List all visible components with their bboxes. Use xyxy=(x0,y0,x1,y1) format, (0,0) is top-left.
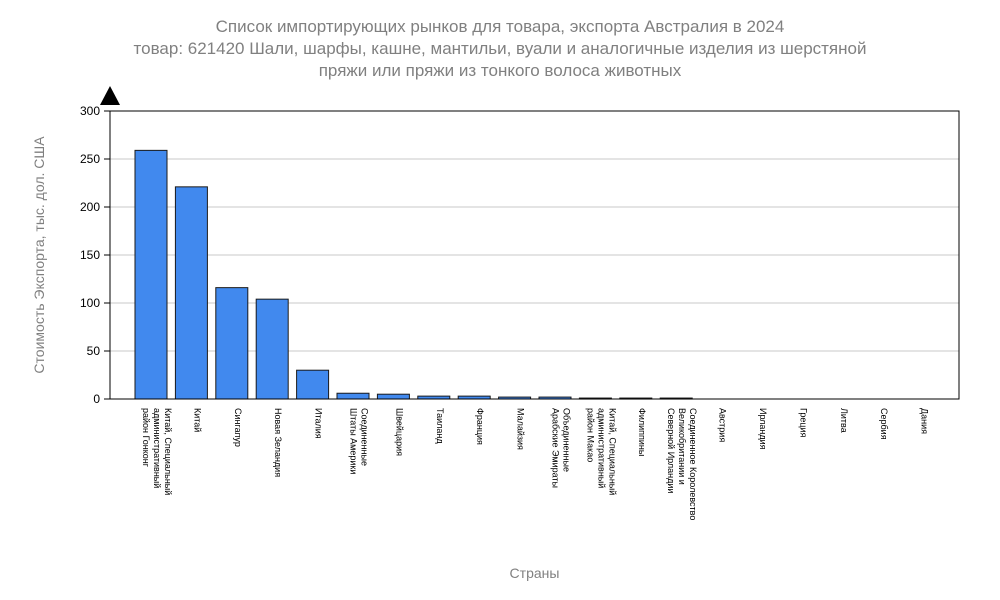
x-category-label: Франция xyxy=(475,408,485,445)
y-tick-label: 200 xyxy=(80,200,100,214)
y-tick-label: 50 xyxy=(87,344,101,358)
y-tick-labels: 0 50 100 150 200 250 300 xyxy=(80,104,110,406)
chart-title: Список импортирующих рынков для товара, … xyxy=(0,16,1000,82)
x-category-label: Сербия xyxy=(879,408,889,440)
chart-title-line-1: Список импортирующих рынков для товара, … xyxy=(215,17,785,36)
x-category-label-line: Сингапур xyxy=(233,408,243,447)
x-category-label-line: Новая Зеландия xyxy=(273,408,283,477)
y-tick-label: 300 xyxy=(80,104,100,118)
x-category-label: Австрия xyxy=(718,408,728,442)
x-category-label-line: Штаты Америки xyxy=(349,408,359,474)
y-axis-arrow-icon xyxy=(100,86,120,105)
x-category-label: Китай, Специальныйадминистративныйрайон … xyxy=(585,408,617,495)
x-category-label: Таиланд xyxy=(435,408,445,444)
y-tick-label: 0 xyxy=(93,392,100,406)
x-category-label: Сингапур xyxy=(233,408,243,447)
y-tick-label: 250 xyxy=(80,152,100,166)
x-category-label-line: Дания xyxy=(920,408,930,434)
bars xyxy=(134,149,693,400)
x-category-label: Ирландия xyxy=(758,408,768,450)
bar[interactable] xyxy=(376,393,410,400)
x-category-label-line: Соединенное Королевство xyxy=(688,408,698,520)
x-category-label-line: Ирландия xyxy=(758,408,768,450)
x-category-label-line: Китай, Специальный xyxy=(163,408,173,495)
x-category-label-line: район Макао xyxy=(585,408,595,462)
x-category-label-line: Франция xyxy=(475,408,485,445)
x-category-label-line: Таиланд xyxy=(435,408,445,444)
y-tick-label: 100 xyxy=(80,296,100,310)
x-category-label-line: Сербия xyxy=(879,408,889,440)
x-category-label: Швейцария xyxy=(394,408,404,456)
x-category-label-line: Соединенные xyxy=(360,408,370,466)
x-category-label-line: Великобритании и xyxy=(677,408,687,485)
x-category-label-line: Швейцария xyxy=(394,408,404,456)
x-category-label: Китай, Специальныйадминистративныйрайон … xyxy=(141,408,173,495)
x-category-label: Малайзия xyxy=(516,408,526,450)
x-category-label-line: административный xyxy=(152,408,162,488)
x-axis-title: Страны xyxy=(510,565,560,581)
y-tick-label: 150 xyxy=(80,248,100,262)
x-category-label-line: Китай, Специальный xyxy=(607,408,617,495)
x-category-label-line: Северной Ирландии xyxy=(666,408,676,493)
bar[interactable] xyxy=(134,149,168,400)
x-category-label-line: Греция xyxy=(798,408,808,438)
x-category-label-line: административный xyxy=(596,408,606,488)
bar[interactable] xyxy=(255,298,289,400)
x-category-label: Новая Зеландия xyxy=(273,408,283,477)
x-category-label: Италия xyxy=(314,408,324,439)
x-category-label-line: район Гонконг xyxy=(141,408,151,468)
chart-title-line-2: товар: 621420 Шали, шарфы, кашне, мантил… xyxy=(133,39,867,58)
x-category-label-line: Австрия xyxy=(718,408,728,442)
x-category-label-line: Филиппины xyxy=(637,408,647,456)
bar[interactable] xyxy=(296,369,330,400)
x-category-label: Дания xyxy=(920,408,930,434)
x-category-label: Филиппины xyxy=(637,408,647,456)
x-category-label-line: Арабские Эмираты xyxy=(551,408,561,488)
x-category-label-line: Италия xyxy=(314,408,324,439)
x-category-label: Греция xyxy=(798,408,808,438)
bar[interactable] xyxy=(215,287,249,400)
grid-lines xyxy=(110,158,959,352)
bar[interactable] xyxy=(174,186,208,400)
x-category-label-line: Малайзия xyxy=(516,408,526,450)
x-category-label: Китай xyxy=(192,408,202,432)
x-category-label-line: Объединенные xyxy=(562,408,572,472)
bar[interactable] xyxy=(336,392,370,400)
y-axis-title: Стоимость Экспорта, тыс. дол. США xyxy=(31,136,47,374)
chart-title-line-3: пряжи или пряжи из тонкого волоса животн… xyxy=(318,61,682,80)
x-category-label-line: Китай xyxy=(192,408,202,432)
x-category-label: Литва xyxy=(839,408,849,433)
x-category-label-line: Литва xyxy=(839,408,849,433)
x-category-labels: Китай, Специальныйадминистративныйрайон … xyxy=(141,408,930,520)
